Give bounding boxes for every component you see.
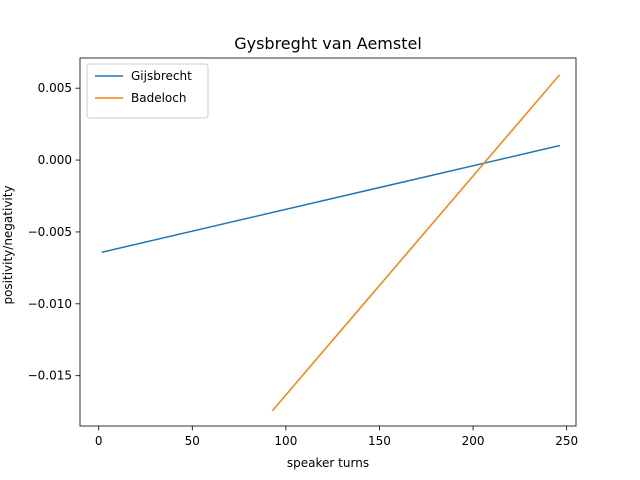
y-tick-label: 0.005 xyxy=(38,81,72,95)
x-axis-label: speaker turns xyxy=(287,456,369,470)
plot-area xyxy=(79,57,577,427)
legend: Gijsbrecht Badeloch xyxy=(86,63,209,119)
y-axis: −0.015 −0.010 −0.005 0.000 0.005 xyxy=(28,81,80,383)
x-tick-label: 50 xyxy=(185,434,200,448)
x-tick-label: 250 xyxy=(555,434,578,448)
y-tick-label: −0.005 xyxy=(28,225,72,239)
series-line-badeloch xyxy=(271,74,561,412)
y-tick-label: −0.010 xyxy=(28,297,72,311)
x-tick-label: 150 xyxy=(368,434,391,448)
x-tick-label: 0 xyxy=(95,434,103,448)
axes-frame xyxy=(79,57,577,427)
x-axis: 0 50 100 150 200 250 xyxy=(95,426,578,448)
y-tick-label: 0.000 xyxy=(38,153,72,167)
x-tick-label: 200 xyxy=(462,434,485,448)
legend-box xyxy=(86,63,209,119)
y-tick-label: −0.015 xyxy=(28,369,72,383)
legend-label-badeloch: Badeloch xyxy=(131,91,186,105)
chart-title: Gysbreght van Aemstel xyxy=(234,34,422,53)
legend-label-gijsbrecht: Gijsbrecht xyxy=(131,69,192,83)
y-axis-label: positivity/negativity xyxy=(1,185,15,304)
x-tick-label: 100 xyxy=(274,434,297,448)
